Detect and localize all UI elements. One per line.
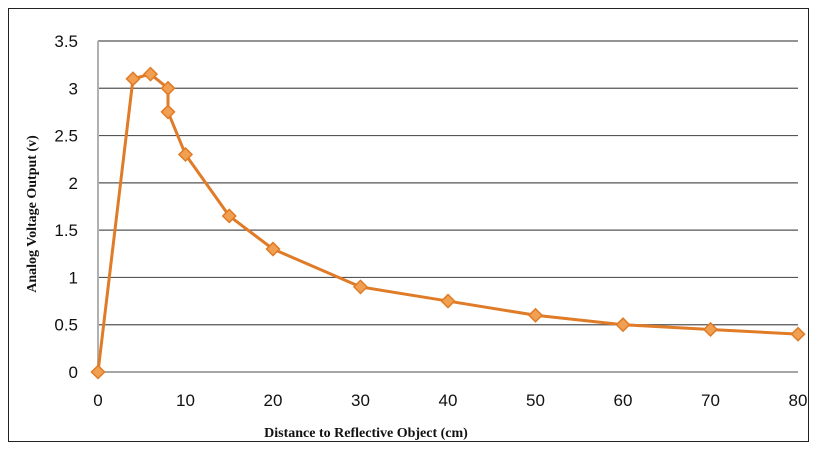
data-point — [265, 241, 281, 257]
x-tick-labels: 0 10 20 30 40 50 60 70 80 — [93, 391, 807, 410]
data-point — [790, 326, 806, 342]
data-series — [90, 66, 806, 380]
x-tick-label: 40 — [439, 391, 458, 410]
data-point — [527, 307, 544, 323]
gridlines — [98, 40, 798, 326]
data-point — [702, 321, 719, 338]
x-tick-label: 50 — [526, 391, 545, 410]
axes — [97, 41, 798, 373]
x-tick-label: 60 — [614, 391, 633, 410]
y-tick-label: 2 — [69, 174, 78, 193]
x-tick-label: 20 — [264, 391, 283, 410]
x-axis-title: Distance to Reflective Object (cm) — [264, 426, 468, 441]
y-axis-title: Analog Voltage Output (v) — [25, 135, 40, 293]
y-tick-label: 1 — [69, 268, 78, 287]
y-tick-labels: 0 0.5 1 1.5 2 2.5 3 3.5 — [54, 32, 78, 382]
y-tick-label: 2.5 — [54, 127, 78, 146]
x-tick-label: 80 — [789, 391, 808, 410]
data-point — [440, 293, 456, 309]
data-point — [177, 146, 194, 163]
data-point — [142, 66, 159, 82]
x-tick-label: 0 — [93, 391, 102, 410]
data-point — [90, 364, 106, 380]
data-point — [160, 80, 176, 96]
x-tick-label: 70 — [701, 391, 720, 410]
data-point — [160, 104, 176, 120]
y-tick-label: 0 — [69, 363, 78, 382]
x-tick-label: 30 — [351, 391, 370, 410]
chart-frame — [8, 8, 809, 442]
data-point — [352, 279, 369, 295]
x-tick-label: 10 — [176, 391, 195, 410]
data-point — [615, 317, 631, 333]
y-tick-label: 0.5 — [54, 316, 78, 335]
y-tick-label: 1.5 — [54, 221, 78, 240]
y-tick-label: 3 — [69, 79, 78, 98]
y-tick-label: 3.5 — [54, 32, 78, 51]
data-point — [221, 208, 237, 224]
data-point — [125, 71, 141, 87]
series-line — [96, 72, 799, 373]
